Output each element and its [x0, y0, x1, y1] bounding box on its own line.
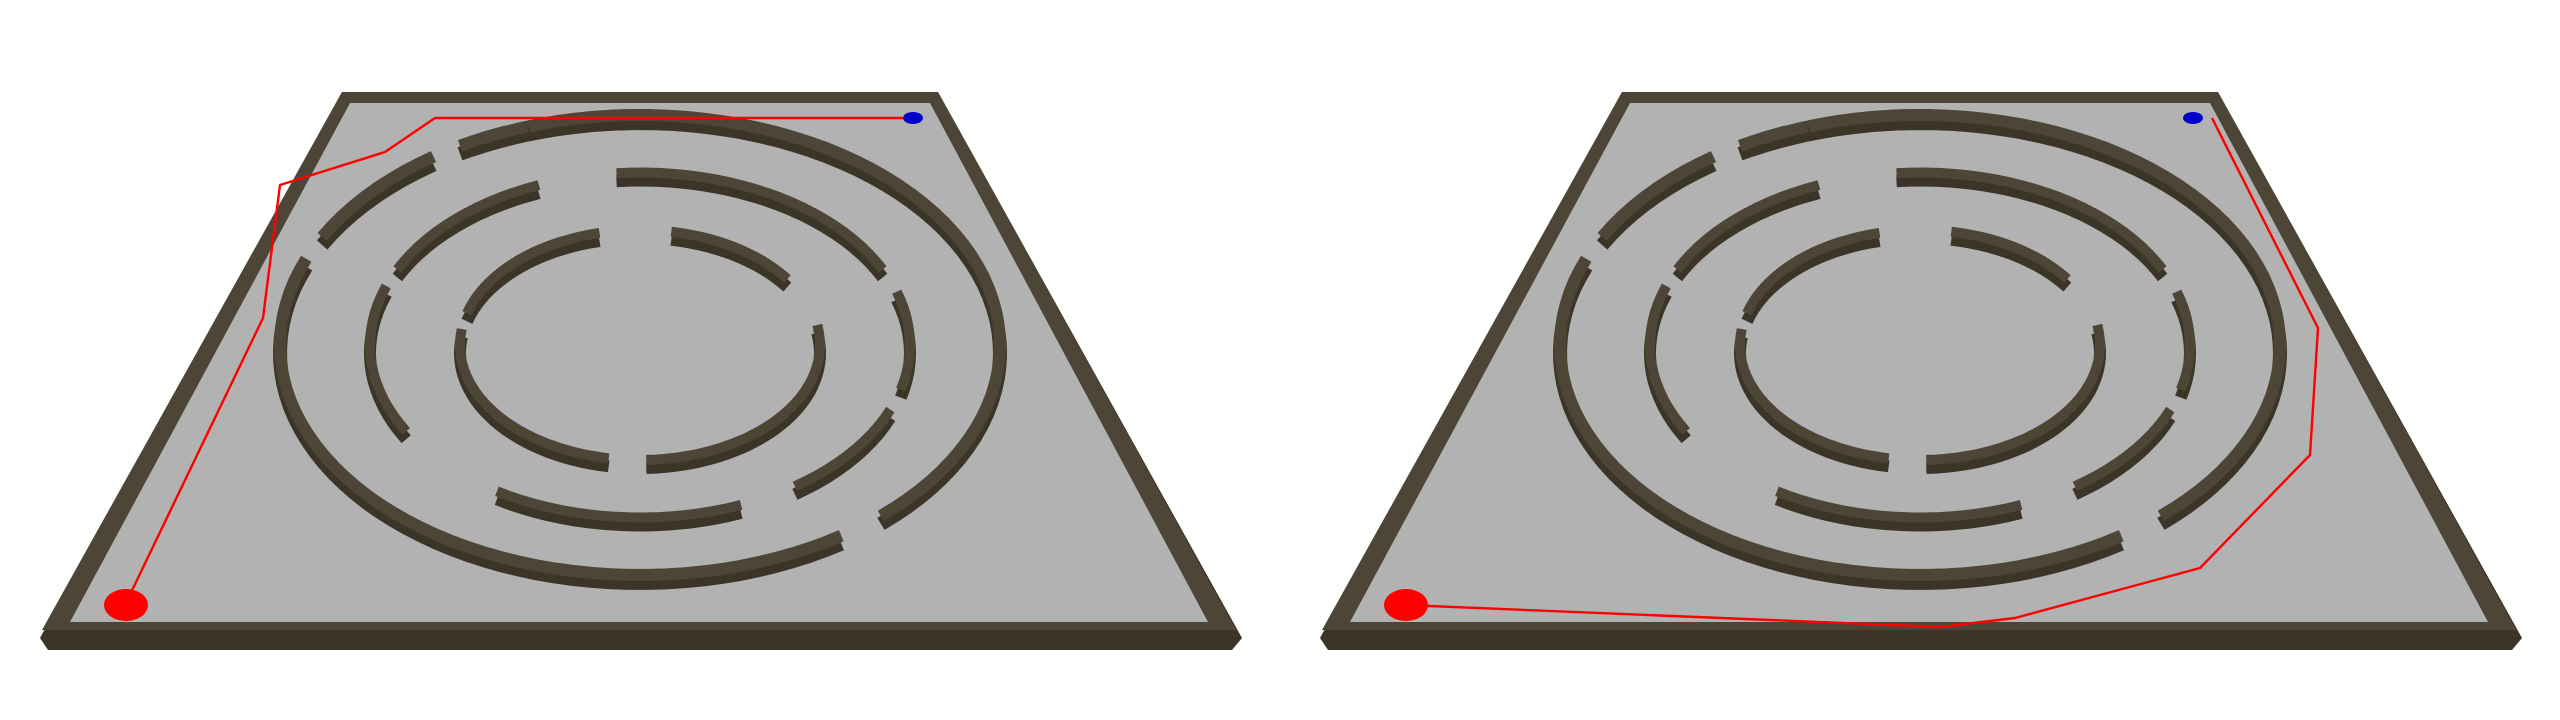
wall-segment-side: [1774, 493, 2023, 532]
wall-segment: [457, 125, 507, 152]
maze-walls: [273, 108, 1008, 590]
maze-walls: [1553, 108, 2288, 590]
maze-scene-right: [1280, 0, 2560, 720]
wall-segment: [454, 328, 610, 464]
wall-segment-side: [527, 115, 653, 142]
wall-segment: [1554, 255, 2124, 581]
wall-segment: [2172, 289, 2196, 392]
wall-segment: [364, 283, 411, 435]
wall-segment-side: [392, 187, 541, 282]
wall-segment: [892, 289, 916, 392]
wall-segment-side: [457, 132, 507, 161]
wall-segment-side: [1672, 187, 1821, 282]
wall-segment: [1950, 226, 2071, 283]
wall-segment: [616, 167, 887, 273]
wall-segment: [462, 227, 601, 316]
wall-segment: [317, 151, 437, 241]
wall-segment-side: [616, 174, 888, 282]
wall-segment: [1742, 227, 1881, 316]
wall-segment-side: [1807, 115, 1933, 142]
maze-render-left: [40, 92, 1242, 650]
goal-marker: [2183, 112, 2203, 124]
goal-marker: [903, 112, 923, 124]
wall-segment: [1807, 108, 1933, 133]
wall-segment: [1597, 151, 1717, 241]
wall-segment: [2072, 406, 2175, 491]
wall-segment-side: [670, 233, 792, 292]
wall-segment: [1926, 323, 2106, 465]
start-marker: [1384, 589, 1428, 621]
wall-segment: [495, 486, 743, 523]
wall-segment: [1734, 328, 1890, 464]
wall-segment: [670, 226, 791, 283]
wall-segment: [274, 255, 844, 581]
wall-segment: [1896, 167, 2167, 273]
maze-render-right: [1320, 92, 2522, 650]
wall-segment-side: [1737, 132, 1787, 161]
planned-path: [123, 116, 915, 606]
wall-segment: [646, 323, 826, 465]
wall-segment: [393, 180, 541, 273]
wall-segment: [1775, 486, 2023, 523]
wall-segment: [1644, 283, 1691, 435]
maze-scene-left: [40, 92, 1242, 650]
wall-segment-side: [494, 493, 743, 532]
wall-segment: [1673, 180, 1821, 273]
wall-segment: [1737, 125, 1787, 152]
wall-segment-side: [1896, 174, 2168, 282]
planned-path: [1404, 117, 2320, 629]
wall-segment-side: [792, 414, 896, 500]
wall-segment: [792, 406, 895, 491]
start-marker: [104, 589, 148, 621]
wall-segment-side: [1950, 233, 2072, 292]
wall-segment-side: [2072, 414, 2176, 500]
